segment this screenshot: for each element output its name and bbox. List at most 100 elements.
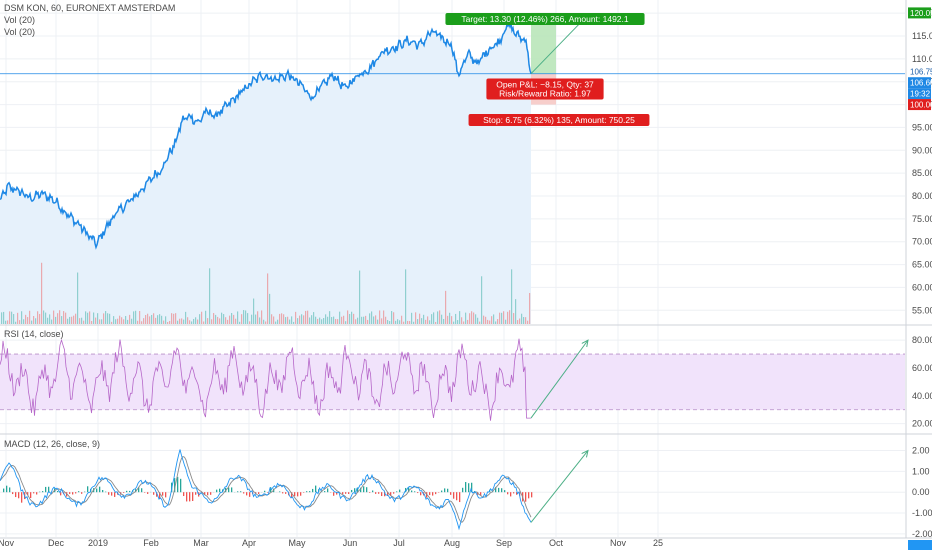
macd-hist-bar: [60, 492, 62, 496]
macd-hist-bar: [87, 486, 89, 493]
macd-hist-bar: [78, 491, 80, 493]
macd-hist-bar: [141, 488, 143, 493]
macd-hist-bar: [411, 490, 413, 493]
volume-bar: [203, 321, 205, 324]
volume-bar: [355, 319, 357, 324]
volume-bar: [233, 314, 235, 324]
macd-hist-bar: [474, 491, 476, 493]
open-pnl-badge-text: Open P&L: −8.15, Qty: 37: [496, 80, 594, 90]
volume-bar: [463, 321, 465, 324]
volume-bar: [447, 315, 449, 324]
macd-hist-bar: [291, 492, 293, 498]
macd-hist-bar: [465, 482, 467, 493]
volume-bar: [459, 311, 461, 324]
macd-hist-bar: [420, 492, 422, 496]
volume-bar: [281, 313, 283, 324]
volume-bar: [311, 315, 313, 324]
macd-hist-bar: [96, 488, 98, 493]
macd-hist-bar: [282, 492, 284, 494]
volume-bar: [155, 317, 157, 324]
volume-bar: [81, 317, 83, 324]
volume-bar: [471, 311, 473, 324]
volume-bar: [187, 317, 189, 324]
volume-bar: [23, 319, 25, 324]
macd-hist-bar: [516, 492, 518, 495]
volume-bar: [273, 316, 275, 324]
volume-bar: [289, 319, 291, 324]
volume-bar: [185, 311, 187, 324]
price-axis-tick: 55.00: [912, 305, 932, 315]
volume-bar: [325, 314, 327, 324]
volume-bar: [223, 314, 225, 324]
macd-hist-bar: [285, 492, 287, 494]
volume-bar: [411, 312, 413, 324]
volume-bar: [529, 293, 531, 324]
macd-axis-tick: -2.00: [912, 529, 932, 539]
volume-bar: [129, 314, 131, 324]
volume-bar: [499, 312, 501, 324]
volume-bar: [87, 312, 89, 324]
volume-bar: [37, 311, 39, 324]
volume-bar: [73, 315, 75, 324]
volume-bar: [149, 316, 151, 324]
macd-hist-bar: [81, 492, 83, 494]
macd-hist-bar: [147, 492, 149, 494]
volume-bar: [211, 319, 213, 324]
macd-hist-bar: [387, 492, 389, 496]
macd-projection-arrow-head: [581, 449, 589, 458]
macd-hist-bar: [432, 492, 434, 496]
macd-hist-bar: [195, 492, 197, 495]
x-tick-label: Dec: [48, 538, 65, 548]
volume-bar: [3, 311, 5, 324]
macd-hist-bar: [177, 476, 179, 493]
x-tick-label: Mar: [193, 538, 209, 548]
volume-bar: [357, 317, 359, 324]
macd-hist-bar: [111, 492, 113, 496]
volume-bar: [477, 317, 479, 324]
volume-bar: [259, 317, 261, 324]
macd-hist-bar: [360, 487, 362, 493]
volume-bar: [231, 312, 233, 324]
macd-axis-tick: -1.00: [912, 508, 932, 518]
macd-hist-bar: [507, 492, 509, 495]
x-tick-label: Nov: [0, 538, 14, 548]
macd-hist-bar: [459, 492, 461, 503]
volume-bar: [525, 317, 527, 324]
volume-bar: [239, 321, 241, 324]
rsi-label: RSI (14, close): [4, 329, 64, 339]
volume-bar: [427, 316, 429, 324]
volume-bar: [319, 317, 321, 324]
last-price-tag: [908, 66, 931, 78]
volume-bar: [437, 311, 439, 324]
stop-axis-tag-text: 100.00: [910, 101, 932, 110]
volume-bar: [139, 311, 141, 324]
volume-bar: [47, 317, 49, 324]
volume-bar: [435, 321, 437, 324]
volume-bar: [491, 316, 493, 324]
macd-hist-bar: [390, 492, 392, 496]
x-tick-label: May: [288, 538, 306, 548]
volume-bar: [305, 310, 307, 324]
volume-bar: [229, 315, 231, 324]
volume-bar: [27, 317, 29, 324]
macd-hist-bar: [300, 492, 302, 496]
macd-hist-bar: [48, 486, 50, 493]
macd-hist-bar: [207, 492, 209, 496]
macd-hist-bar: [162, 492, 164, 496]
volume-bar: [145, 314, 147, 324]
countdown-tag-text: 19:32: [910, 90, 931, 99]
rsi-axis-tick: 60.00: [912, 363, 932, 373]
macd-hist-bar: [192, 492, 194, 501]
volume-bar: [51, 319, 53, 324]
volume-bar: [267, 273, 269, 324]
volume-bar: [389, 321, 391, 324]
countdown-tag: [908, 88, 931, 100]
macd-hist-bar: [417, 492, 419, 494]
rsi-line: [0, 338, 531, 421]
price-axis-tick: 95.00: [912, 122, 932, 132]
macd-hist-bar: [279, 491, 281, 493]
macd-hist-bar: [189, 492, 191, 502]
volume-bar: [25, 314, 27, 324]
volume-bar: [483, 315, 485, 324]
